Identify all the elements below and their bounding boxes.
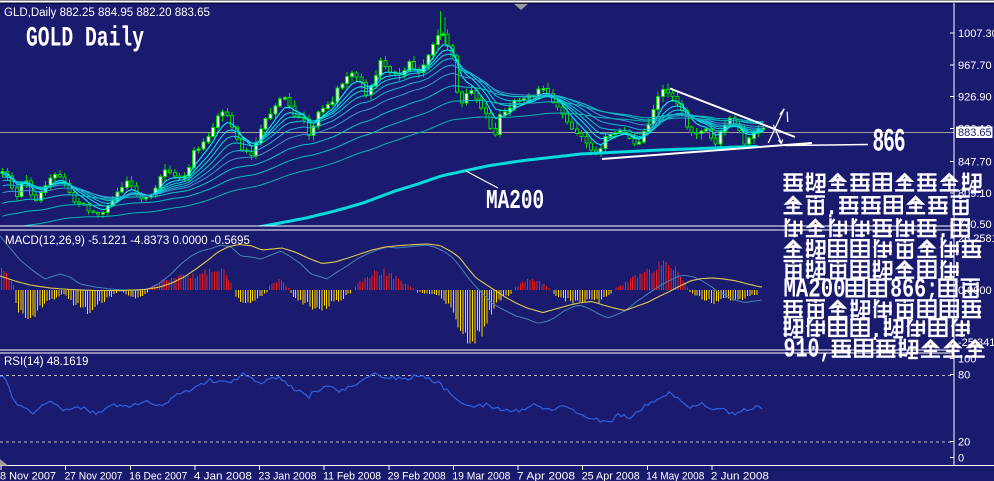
svg-text:20: 20 xyxy=(958,437,970,449)
svg-text:29 Feb 2008: 29 Feb 2008 xyxy=(388,471,446,481)
svg-text:866: 866 xyxy=(873,123,905,160)
svg-text:GLD,Daily 882.25 884.95 882.2: GLD,Daily 882.25 884.95 882.20 883.65 xyxy=(4,7,210,19)
svg-text:2 Jun 2008: 2 Jun 2008 xyxy=(711,471,769,481)
svg-text:11 Feb 2008: 11 Feb 2008 xyxy=(323,471,381,481)
svg-text:883.65: 883.65 xyxy=(958,127,992,139)
svg-text:25 Apr 2008: 25 Apr 2008 xyxy=(582,471,640,481)
svg-text:23 Jan 2008: 23 Jan 2008 xyxy=(259,471,317,481)
svg-text:8 Nov 2007: 8 Nov 2007 xyxy=(0,471,56,481)
svg-text:0: 0 xyxy=(958,453,964,465)
svg-text:14 May 2008: 14 May 2008 xyxy=(646,471,704,481)
svg-text:MACD(12,26,9) -5.1221 -4.8373: MACD(12,26,9) -5.1221 -4.8373 0.0000 -0.… xyxy=(5,235,250,247)
svg-text:MA200: MA200 xyxy=(486,186,544,216)
svg-text:910,: 910, xyxy=(784,336,832,365)
svg-text:80: 80 xyxy=(958,370,970,382)
svg-text:7 Apr 2008: 7 Apr 2008 xyxy=(517,471,575,481)
svg-text:16 Dec 2007: 16 Dec 2007 xyxy=(129,471,187,481)
svg-text:19 Mar 2008: 19 Mar 2008 xyxy=(452,471,510,481)
svg-text:967.70: 967.70 xyxy=(958,60,992,72)
svg-text:100: 100 xyxy=(958,354,976,366)
svg-text:1007.30: 1007.30 xyxy=(958,28,994,40)
svg-text:27 Nov 2007: 27 Nov 2007 xyxy=(65,471,123,481)
svg-text:4 Jan 2008: 4 Jan 2008 xyxy=(194,471,252,481)
svg-text:GOLD Daily: GOLD Daily xyxy=(26,24,144,55)
svg-text:RSI(14) 48.1619: RSI(14) 48.1619 xyxy=(4,356,88,368)
svg-text:26.2581: 26.2581 xyxy=(958,233,994,245)
svg-text:847.70: 847.70 xyxy=(958,157,992,169)
svg-text:770.50: 770.50 xyxy=(958,219,992,231)
svg-text:926.90: 926.90 xyxy=(958,92,992,104)
